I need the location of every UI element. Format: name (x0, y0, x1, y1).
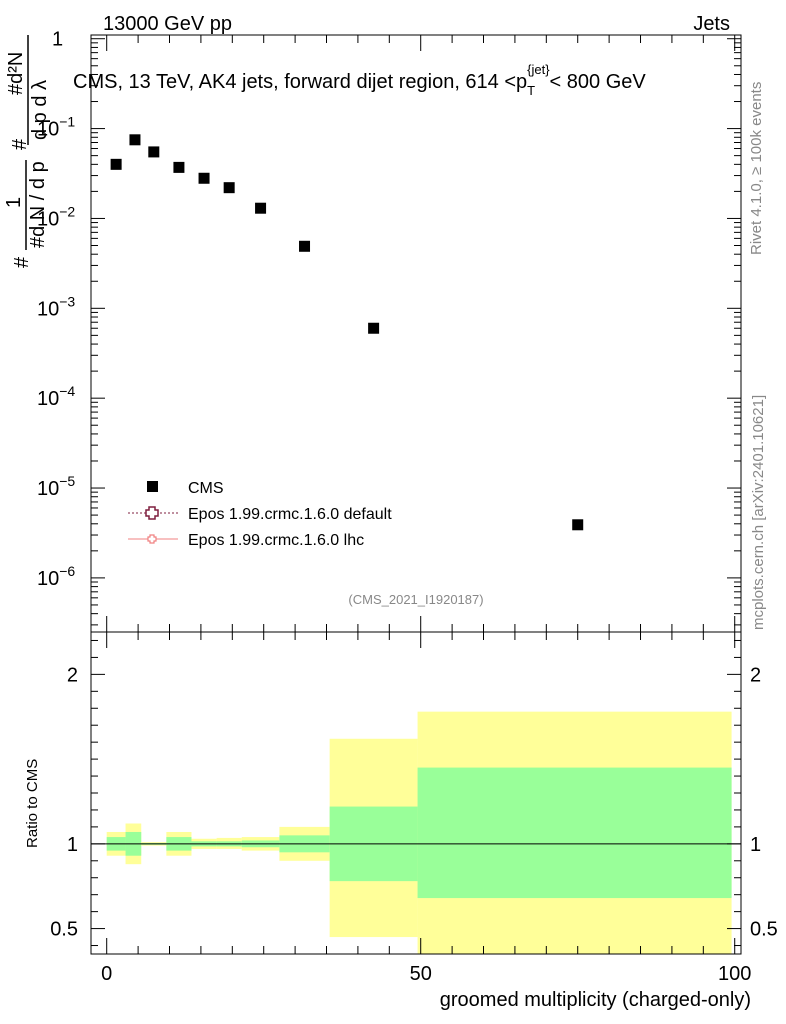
y-tick-label: 10−5 (37, 473, 75, 500)
cms-data-point (129, 134, 141, 146)
ratio-x-axis: 0 50 100 (101, 632, 751, 985)
ratio-y-tick-label-right: 0.5 (750, 919, 778, 941)
rivet-version-label: Rivet 4.1.0, ≥ 100k events (748, 82, 765, 255)
ratio-y-tick-label-right: 1 (750, 834, 761, 856)
plot-title-sup: {jet} (527, 62, 550, 77)
cms-data-point (173, 161, 185, 173)
header-right: Jets (693, 13, 730, 35)
mcplots-label: mcplots.cern.ch [arXiv:2401.10621] (750, 395, 767, 630)
y-tick-label: 10−2 (37, 203, 75, 230)
y-tick-label: 10−6 (37, 563, 75, 590)
cms-data-point (299, 240, 311, 252)
x-tick-label: 50 (410, 963, 432, 985)
cms-data-points (110, 134, 584, 531)
ratio-y-tick-label-left: 0.5 (50, 919, 78, 941)
cms-data-point (255, 202, 267, 214)
y-tick-label: 10−4 (37, 383, 75, 410)
main-plot: 10−1 10−2 10−3 10−4 10−5 10−6 1 CMS, 13 TeV, A… (3, 29, 742, 633)
ratio-y-axis: 0.5 0.5 1 1 2 2 (50, 639, 778, 947)
ratio-y-label: Ratio to CMS (24, 759, 41, 848)
legend-marker-epos-default (145, 506, 159, 520)
ylabel-hash-left: # (11, 256, 33, 268)
cms-data-point (223, 182, 235, 194)
plot-title-post: < 800 GeV (550, 71, 647, 93)
analysis-id: (CMS_2021_I1920187) (348, 592, 483, 607)
legend-label-epos-default: Epos 1.99.crmc.1.6.0 default (188, 506, 392, 523)
ylabel-den-right: d p d λ (29, 80, 51, 140)
ratio-y-tick-label-left: 1 (67, 834, 78, 856)
header-left: 13000 GeV pp (103, 13, 232, 35)
cms-data-point (110, 158, 122, 170)
x-tick-label: 100 (718, 963, 751, 985)
legend-label-epos-lhc: Epos 1.99.crmc.1.6.0 lhc (188, 532, 364, 549)
ylabel-hash-right: # (9, 138, 31, 150)
plot-title-pre: CMS, 13 TeV, AK4 jets, forward dijet reg… (73, 71, 527, 93)
plot-title: CMS, 13 TeV, AK4 jets, forward dijet reg… (73, 62, 646, 98)
main-x-axis (106, 35, 736, 632)
x-tick-label: 0 (101, 963, 112, 985)
cms-data-point (198, 172, 210, 184)
cms-data-point (572, 519, 584, 531)
legend-label-cms: CMS (188, 480, 224, 497)
main-y-axis: 10−1 10−2 10−3 10−4 10−5 10−6 1 (37, 29, 741, 626)
ylabel-den-left: #d N / d p (27, 161, 49, 248)
legend: CMS Epos 1.99.crmc.1.6.0 default Epos 1.… (128, 480, 392, 549)
ylabel-num-left: 1 (3, 197, 25, 208)
ratio-band-inner (417, 767, 732, 899)
main-y-label: # 1 #d N / d p # #d²N d p d λ (3, 35, 51, 268)
legend-marker-cms (147, 481, 158, 492)
y-tick-label: 10−3 (37, 293, 75, 320)
ylabel-num-right: #d²N (5, 52, 27, 95)
x-axis-label: groomed multiplicity (charged-only) (440, 989, 751, 1011)
y-tick-label: 10−1 (37, 114, 75, 141)
y-tick-label-top: 1 (52, 29, 63, 51)
ratio-y-tick-label-right: 2 (750, 664, 761, 686)
legend-marker-epos-lhc (147, 534, 157, 544)
cms-data-point (148, 146, 160, 158)
ratio-plot: 0.5 0.5 1 1 2 2 0 50 100 Ratio to CMS groomed m… (24, 631, 778, 1011)
ratio-bands (106, 711, 732, 954)
cms-data-point (368, 322, 380, 334)
plot-title-sub: T (527, 83, 535, 98)
ratio-y-tick-label-left: 2 (67, 664, 78, 686)
